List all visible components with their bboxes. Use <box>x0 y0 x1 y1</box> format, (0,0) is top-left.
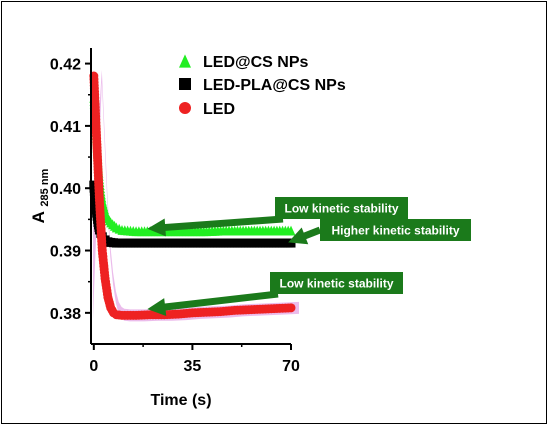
legend-marker <box>179 102 191 114</box>
legend-marker <box>179 78 191 90</box>
ticks-layer: 0.38 0.39 0.40 0.41 0.42 0 35 70 <box>50 57 300 375</box>
led-band-layer <box>93 70 299 322</box>
data-point <box>286 238 296 248</box>
data-point <box>286 225 296 236</box>
data-point <box>286 303 296 313</box>
annotations-layer: Low kinetic stability Higher kinetic stab… <box>147 197 471 316</box>
x-tick-label: 35 <box>184 358 202 375</box>
x-tick-label: 70 <box>282 358 300 375</box>
annotation-arrow <box>147 215 284 237</box>
legend-entry: LED-PLA@CS NPs <box>179 77 346 94</box>
legend-label: LED-PLA@CS NPs <box>203 77 346 94</box>
annotation-text: Low kinetic stability <box>279 277 393 291</box>
x-tick-label: 0 <box>89 358 98 375</box>
y-tick-label: 0.41 <box>50 119 81 136</box>
annotation-box <box>275 197 408 219</box>
annotation: Low kinetic stability <box>147 272 403 316</box>
annotation-box <box>270 272 403 294</box>
series-triangle <box>89 92 296 237</box>
legend-label: LED <box>203 101 235 118</box>
legend: LED@CS NPs LED-PLA@CS NPs LED <box>179 54 346 118</box>
annotation-box <box>320 219 471 241</box>
legend-entry: LED <box>179 101 235 118</box>
annotation-arrow <box>147 290 279 316</box>
legend-label: LED@CS NPs <box>203 54 309 71</box>
led-error-band <box>93 70 299 322</box>
series-square <box>89 180 296 248</box>
y-axis-label-main: A <box>29 211 48 223</box>
annotation-arrow <box>288 226 322 245</box>
y-tick-label: 0.39 <box>50 244 81 261</box>
legend-entry: LED@CS NPs <box>179 54 309 71</box>
annotation: Low kinetic stability <box>147 197 408 237</box>
y-axis-label: A 285 nm <box>29 168 51 223</box>
annotation-text: Higher kinetic stability <box>331 224 459 238</box>
legend-marker <box>179 54 191 68</box>
series-layer <box>89 71 296 320</box>
axes-layer <box>90 48 291 345</box>
y-tick-label: 0.42 <box>50 57 81 74</box>
annotation-text: Low kinetic stability <box>284 202 398 216</box>
x-axis-label: Time (s) <box>150 392 211 409</box>
series-circle <box>89 71 296 320</box>
y-tick-label: 0.40 <box>50 181 81 198</box>
y-axis-label-sub: 285 nm <box>39 168 51 206</box>
annotation: Higher kinetic stability <box>288 219 471 245</box>
y-tick-label: 0.38 <box>50 306 81 323</box>
